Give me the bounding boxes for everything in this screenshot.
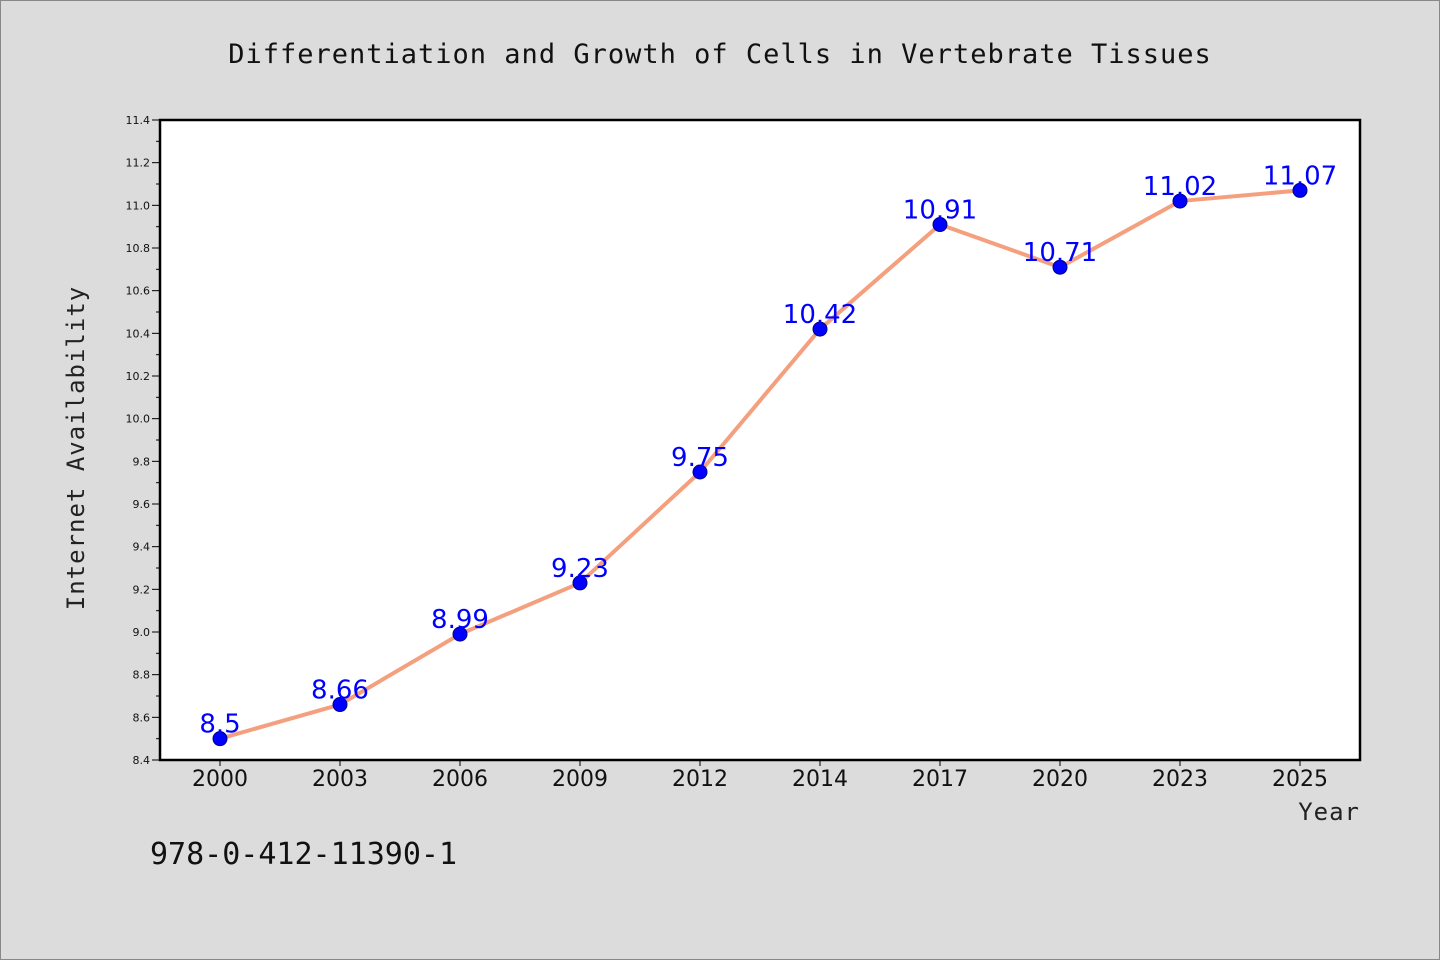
data-label: 10.42 xyxy=(783,300,857,330)
x-tick-label: 2014 xyxy=(792,767,848,792)
y-axis-label: Internet Availability xyxy=(62,286,90,610)
data-point xyxy=(1172,193,1188,209)
data-point xyxy=(452,626,468,642)
x-tick-label: 2017 xyxy=(912,767,968,792)
data-label: 9.75 xyxy=(671,443,729,473)
series-group xyxy=(212,182,1308,747)
y-tick-label: 9.4 xyxy=(133,541,151,554)
data-point xyxy=(332,697,348,713)
y-tick-label: 10.8 xyxy=(126,242,151,255)
y-tick-label: 9.6 xyxy=(133,498,151,511)
isbn-annotation: 978-0-412-11390-1 xyxy=(150,837,457,872)
y-axis: 8.4 8.6 8.8 9.0 9.2 9.4 9.6 9.8 10.0 10.2 10.4 10.6… xyxy=(126,114,160,767)
x-tick-label: 2025 xyxy=(1272,767,1328,792)
data-label: 9.23 xyxy=(551,554,609,584)
x-tick-label: 2012 xyxy=(672,767,728,792)
y-tick-label: 9.2 xyxy=(133,583,151,596)
data-point xyxy=(932,217,948,233)
data-label: 10.91 xyxy=(903,196,977,226)
data-label: 8.5 xyxy=(199,710,240,740)
data-labels: 8.5 8.66 8.99 9.23 9.75 10.42 10.91 10.71 11.02 1… xyxy=(199,161,1337,739)
y-tick-label: 9.8 xyxy=(133,455,151,468)
data-point xyxy=(1052,259,1068,275)
y-tick-label: 8.8 xyxy=(133,669,151,682)
data-point xyxy=(692,464,708,480)
y-tick-label: 10.0 xyxy=(126,413,151,426)
x-tick-label: 2020 xyxy=(1032,767,1088,792)
y-tick-label: 8.4 xyxy=(133,754,151,767)
data-label: 10.71 xyxy=(1023,238,1097,268)
data-label: 11.07 xyxy=(1263,161,1337,191)
y-tick-label: 10.6 xyxy=(126,285,151,298)
x-tick-label: 2003 xyxy=(312,767,368,792)
data-label: 11.02 xyxy=(1143,172,1217,202)
x-axis-label: Year xyxy=(1298,798,1360,826)
y-tick-label: 11.0 xyxy=(126,199,151,212)
plot-area xyxy=(160,120,1360,760)
chart-title: Differentiation and Growth of Cells in V… xyxy=(228,39,1212,70)
series-line xyxy=(218,188,1302,741)
data-label: 8.66 xyxy=(311,676,369,706)
y-tick-label: 8.6 xyxy=(133,711,151,724)
data-point xyxy=(572,575,588,591)
y-tick-label: 11.2 xyxy=(126,157,151,170)
data-label: 8.99 xyxy=(431,605,489,635)
x-tick-label: 2023 xyxy=(1152,767,1208,792)
data-point xyxy=(812,321,828,337)
y-tick-label: 10.2 xyxy=(126,370,151,383)
x-axis: 2000 2003 2006 2009 2012 2014 2017 2020 2023 2025 xyxy=(192,760,1328,792)
data-point xyxy=(212,731,228,747)
x-tick-label: 2000 xyxy=(192,767,248,792)
y-tick-label: 9.0 xyxy=(133,626,151,639)
data-point xyxy=(1292,182,1308,198)
plot-frame xyxy=(158,118,1362,762)
y-tick-label: 11.4 xyxy=(126,114,151,127)
x-tick-label: 2009 xyxy=(552,767,608,792)
y-tick-label: 10.4 xyxy=(126,327,151,340)
x-tick-label: 2006 xyxy=(432,767,488,792)
